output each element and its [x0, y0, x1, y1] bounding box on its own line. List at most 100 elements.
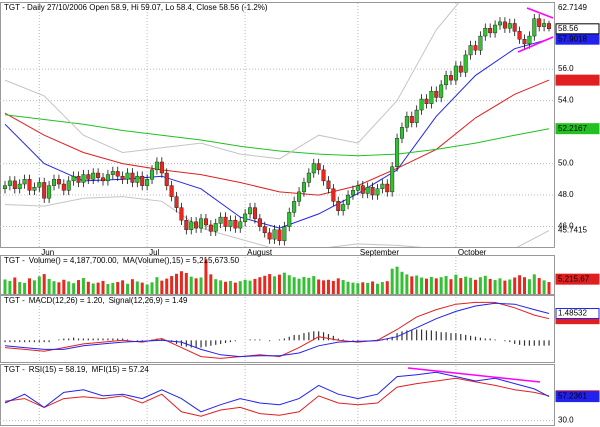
candle-body	[326, 180, 331, 189]
candle-body	[395, 138, 400, 167]
volume-bar	[405, 274, 409, 294]
candle-body	[145, 179, 150, 186]
candle-body	[512, 23, 517, 32]
candle-body	[154, 161, 159, 171]
volume-bar	[302, 276, 306, 294]
value-box	[555, 273, 600, 285]
volume-bar	[361, 282, 365, 294]
candle-body	[110, 171, 115, 175]
volume-bar	[385, 281, 389, 294]
volume-bar	[322, 280, 326, 294]
volume-bar	[312, 276, 316, 294]
panel-border	[0, 2, 555, 248]
candle-body	[125, 172, 130, 180]
volume-bar	[194, 278, 198, 294]
candle-body	[370, 186, 375, 196]
volume-bar	[219, 280, 223, 294]
volume-bar	[331, 280, 335, 294]
candle-body	[375, 188, 380, 196]
volume-bar	[37, 276, 41, 294]
candle-body	[444, 75, 449, 86]
candle-body	[532, 18, 537, 37]
volume-bar	[273, 276, 277, 294]
volume-bar	[473, 279, 477, 294]
candle-body	[497, 21, 502, 26]
candle-body	[101, 177, 106, 182]
legend-entry: Volume() = 4,187,700.00,	[29, 256, 119, 265]
volume-bar	[155, 277, 159, 294]
candle-body	[355, 185, 360, 191]
candle-body	[380, 183, 385, 189]
candle-body	[189, 221, 194, 230]
legend-entry: MFI(15) = 57.24	[92, 365, 150, 374]
candle-body	[159, 161, 164, 174]
candle-body	[228, 220, 233, 227]
candle-body	[468, 45, 473, 56]
candle-body	[120, 175, 125, 180]
candle-body	[140, 175, 145, 186]
volume-bar	[253, 278, 257, 294]
volume-bar	[277, 274, 281, 294]
candle-body	[203, 218, 208, 226]
volume-bar	[47, 278, 51, 294]
volume-bar	[28, 278, 32, 294]
candle-body	[507, 23, 512, 29]
candle-body	[272, 229, 277, 240]
volume-bar	[179, 271, 183, 294]
candle-body	[243, 213, 248, 223]
volume-bar	[444, 276, 448, 294]
candle-body	[336, 201, 341, 211]
indicator-line	[4, 302, 550, 358]
candle-body	[42, 182, 47, 199]
candle-body	[267, 232, 272, 240]
candle-body	[316, 163, 321, 171]
candle-body	[12, 180, 17, 189]
candle-body	[105, 174, 110, 182]
volume-bar	[547, 282, 551, 294]
indicator-line	[4, 79, 550, 196]
candle-body	[414, 109, 419, 123]
candle-body	[130, 172, 135, 183]
candle-body	[483, 27, 488, 37]
legend-entry: TGT -	[4, 256, 25, 265]
indicator-line	[4, 371, 550, 413]
volume-bar	[420, 277, 424, 294]
volume-bar	[292, 277, 296, 294]
volume-bar	[522, 277, 526, 294]
value-box	[555, 23, 600, 35]
candle-body	[399, 127, 404, 139]
candle-body	[27, 179, 32, 191]
candle-body	[404, 116, 409, 128]
volume-bar	[532, 274, 536, 294]
volume-bar	[145, 284, 149, 294]
trend-line	[517, 36, 554, 53]
candle-body	[47, 185, 52, 199]
volume-bar	[375, 283, 379, 294]
volume-bar	[439, 277, 443, 294]
y-tick-label: 50.0	[558, 159, 574, 168]
candle-body	[115, 171, 120, 177]
candle-body	[434, 90, 439, 98]
chart-title: TGT - Daily 27/10/2006 Open 58.9, Hi 59.…	[4, 3, 268, 12]
volume-bar	[390, 268, 394, 294]
y-tick-label: 56.0	[558, 64, 574, 73]
candle-body	[463, 54, 468, 73]
candle-body	[17, 183, 22, 189]
volume-bar	[57, 282, 61, 294]
value-box	[555, 74, 600, 86]
volume-bar	[336, 278, 340, 294]
value-label: 57.2361	[558, 392, 587, 401]
volume-bar	[297, 278, 301, 294]
value-label: 62.7149	[558, 3, 587, 12]
value-label: 57.9018	[558, 34, 587, 43]
candle-body	[424, 98, 429, 104]
volume-bar	[366, 282, 370, 294]
volume-bar	[62, 279, 66, 294]
volume-bar	[135, 281, 139, 294]
volume-bar	[356, 283, 360, 294]
candle-body	[311, 163, 316, 174]
volume-bar	[503, 280, 507, 294]
volume-bar	[287, 275, 291, 294]
